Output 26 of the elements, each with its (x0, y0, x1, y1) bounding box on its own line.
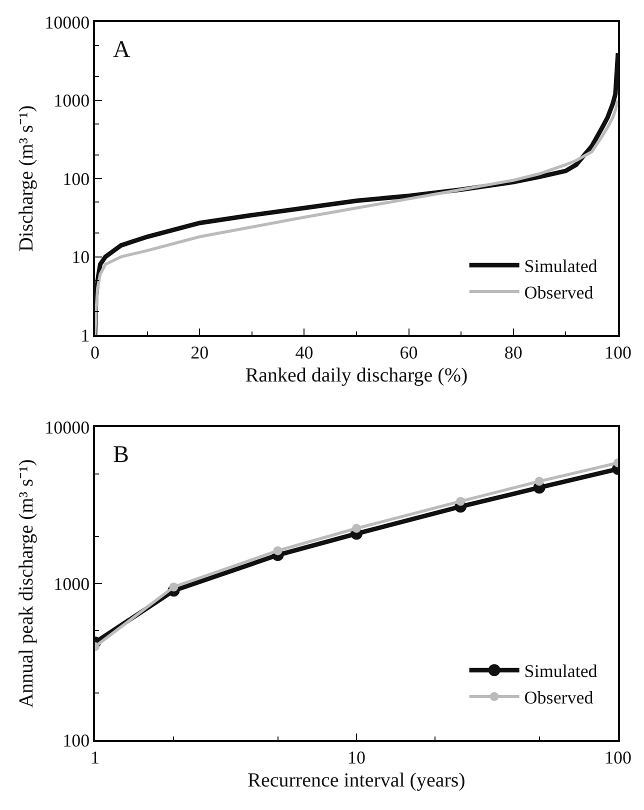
y-tick-label: 1000 (54, 574, 90, 594)
x-tick-label: 100 (604, 342, 632, 362)
annotation: B (113, 442, 130, 468)
y-tick-label: 10 (72, 247, 90, 268)
x-tick-label: 80 (504, 342, 522, 362)
legend-label: Observed (524, 688, 594, 708)
annotation: A (113, 37, 131, 63)
y-tick-label: 10000 (44, 417, 90, 438)
y-tick-label: 10000 (44, 12, 90, 32)
y-tick-label: 100 (62, 730, 90, 750)
legend-label: Observed (524, 282, 594, 303)
y-tick-label: 100 (62, 168, 90, 189)
x-tick-label: 60 (400, 342, 418, 362)
x-tick-label: 100 (604, 747, 632, 768)
x-tick-label: 0 (90, 342, 100, 362)
y-axis-title: Discharge (m³ s⁻¹) (16, 105, 38, 252)
x-tick-label: 10 (348, 747, 366, 768)
x-axis-title: Ranked daily discharge (%) (245, 364, 468, 386)
x-tick-label: 40 (295, 342, 314, 362)
y-axis-title: Annual peak discharge (m³ s⁻¹) (16, 459, 38, 708)
x-axis-title: Recurrence interval (years) (248, 769, 466, 792)
legend-label: Simulated (524, 661, 598, 682)
x-tick-label: 20 (190, 342, 209, 362)
y-tick-label: 1000 (54, 90, 90, 111)
y-tick-label: 1 (80, 325, 90, 346)
legend-label: Simulated (524, 256, 598, 276)
